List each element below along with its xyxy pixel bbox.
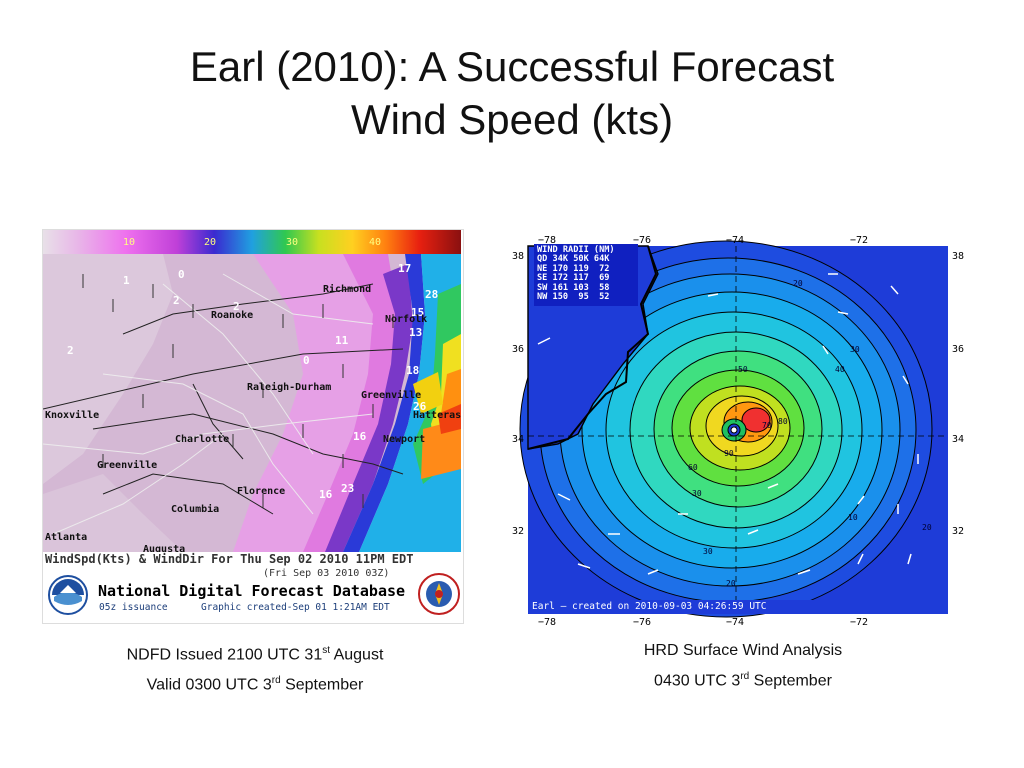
contour-label: 70 <box>762 421 772 430</box>
legend-row: NE 170 119 72 <box>537 263 610 274</box>
ndfd-map-panel: 10 20 30 40 <box>42 229 464 624</box>
wind-label: 15 <box>411 306 424 319</box>
x-tick-bottom: −74 <box>726 617 744 626</box>
city-label: Atlanta <box>45 532 87 543</box>
wind-label: 2 <box>173 294 180 307</box>
y-tick-right: 36 <box>952 344 964 355</box>
contour-label: 80 <box>778 417 788 426</box>
wind-label: 2 <box>67 344 74 357</box>
wind-label: 16 <box>353 430 367 443</box>
colorbar-tick: 20 <box>204 237 216 248</box>
caption-sup: st <box>322 645 331 656</box>
x-tick-top: −78 <box>538 235 556 246</box>
ndfd-created: Graphic created-Sep 01 1:21AM EDT <box>201 602 390 613</box>
storm-center-icon <box>730 426 738 434</box>
wind-label: 0 <box>303 354 310 367</box>
caption-sup: rd <box>740 671 750 682</box>
wind-label: 11 <box>335 334 349 347</box>
y-tick-left: 34 <box>512 434 524 445</box>
city-label: Florence <box>237 486 285 497</box>
contour-label: 20 <box>922 523 932 532</box>
ndfd-issuance: 05z issuance <box>99 602 168 613</box>
legend-row: SW 161 103 58 <box>537 282 610 293</box>
colorbar-tick: 30 <box>286 237 298 248</box>
wind-label: 18 <box>406 364 419 377</box>
wind-label: 13 <box>409 326 422 339</box>
caption-text: September <box>280 676 364 694</box>
contour-label: 30 <box>703 547 713 556</box>
slide-title: Earl (2010): A Successful Forecast Wind … <box>0 40 1024 146</box>
wind-label: 0 <box>178 268 185 281</box>
colorbar-tick: 40 <box>369 237 381 248</box>
wind-label: 26 <box>413 400 427 413</box>
legend-header: QD 34K 50K 64K <box>537 254 610 265</box>
legend-title: WIND RADII (NM) <box>537 245 615 255</box>
title-line-2: Wind Speed (kts) <box>350 96 674 143</box>
hrd-credit: Earl — created on 2010-09-03 04:26:59 UT… <box>532 601 767 612</box>
city-label: Columbia <box>171 503 219 515</box>
x-tick-bottom: −78 <box>538 617 556 626</box>
legend-row: NW 150 95 52 <box>537 292 610 303</box>
contour-label: 90 <box>724 449 734 458</box>
x-tick-top: −76 <box>633 235 651 246</box>
noaa-logo-icon <box>48 575 88 615</box>
city-label: Hatteras <box>413 410 461 421</box>
ndfd-colorbar: 10 20 30 40 <box>43 230 461 254</box>
legend-row: SE 172 117 69 <box>537 273 610 284</box>
contour-label: 10 <box>848 513 858 522</box>
city-label: Norfolk <box>385 314 427 325</box>
wind-label: 17 <box>398 262 411 275</box>
wind-label: 28 <box>425 288 438 301</box>
ndfd-map-image: 17 28 15 13 18 26 16 23 16 11 2 2 2 0 0 … <box>42 254 461 564</box>
y-tick-left: 38 <box>512 251 524 262</box>
city-label: Greenville <box>97 459 157 471</box>
city-label: Roanoke <box>211 310 253 321</box>
ndfd-caption-line-1: WindSpd(Kts) & WindDir For Thu Sep 02 20… <box>45 552 414 566</box>
nws-logo-icon <box>418 573 460 615</box>
contour-label: 30 <box>692 489 702 498</box>
contour-label: 40 <box>835 365 845 374</box>
caption-text: September <box>749 672 832 690</box>
caption-text: 0430 UTC 3 <box>654 672 741 690</box>
wind-label: 16 <box>319 488 333 501</box>
contour-label: 30 <box>850 345 860 354</box>
colorbar-tick: 10 <box>123 237 135 248</box>
contour-label: 20 <box>726 579 736 588</box>
caption-text: NDFD Issued 2100 UTC 31 <box>126 646 323 664</box>
contour-label: 20 <box>793 279 803 288</box>
ndfd-caption-line-2: (Fri Sep 03 2010 03Z) <box>263 568 390 579</box>
x-tick-bottom: −76 <box>633 617 651 626</box>
caption-text: Valid 0300 UTC 3 <box>146 676 272 694</box>
wind-label: 23 <box>341 482 354 495</box>
y-tick-left: 32 <box>512 526 524 537</box>
y-tick-right: 32 <box>952 526 964 537</box>
wind-label: 1 <box>123 274 130 287</box>
caption-text: HRD Surface Wind Analysis <box>643 642 843 659</box>
y-tick-right: 38 <box>952 251 964 262</box>
title-line-1: Earl (2010): A Successful Forecast <box>189 43 835 90</box>
city-label: Knoxville <box>45 409 99 421</box>
ndfd-caption: NDFD Issued 2100 UTC 31st August Valid 0… <box>60 638 450 699</box>
x-tick-bottom: −72 <box>850 617 868 626</box>
city-label: Newport <box>383 434 425 445</box>
city-label: Richmond <box>323 283 371 295</box>
caption-text: August <box>330 646 384 664</box>
city-label: Greenville <box>361 389 421 401</box>
wind-label: 2 <box>233 300 240 313</box>
hrd-caption: HRD Surface Wind Analysis 0430 UTC 3rd S… <box>548 638 938 694</box>
city-label: Augusta <box>143 544 185 552</box>
x-tick-top: −72 <box>850 235 868 246</box>
x-tick-top: −74 <box>726 235 744 246</box>
contour-label: 60 <box>688 463 698 472</box>
ndfd-database-title: National Digital Forecast Database <box>98 582 406 600</box>
caption-sup: rd <box>271 675 281 687</box>
wind-radii-legend: WIND RADII (NM) QD 34K 50K 64K NE 170 11… <box>534 244 638 306</box>
y-tick-right: 34 <box>952 434 964 445</box>
y-tick-left: 36 <box>512 344 524 355</box>
city-label: Charlotte <box>175 434 229 445</box>
contour-label: 50 <box>738 365 748 374</box>
city-label: Raleigh-Durham <box>247 381 331 393</box>
